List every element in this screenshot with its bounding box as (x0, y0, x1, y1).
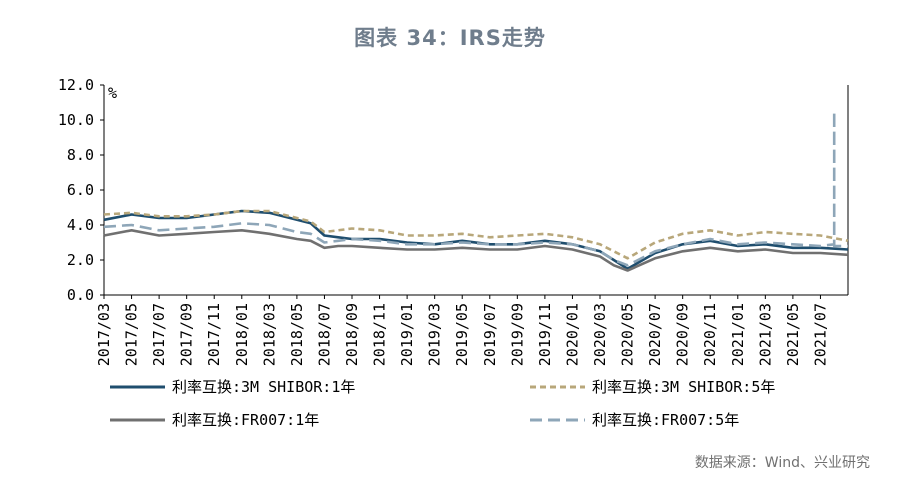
x-tick-label: 2018/09 (343, 303, 361, 366)
series-lines (103, 110, 849, 272)
x-tick-label: 2021/07 (811, 303, 829, 366)
x-tick-label: 2018/07 (315, 303, 333, 366)
x-tick-label: 2019/03 (426, 303, 444, 366)
x-tick-label: 2021/01 (729, 303, 747, 366)
series-line-2 (103, 209, 849, 260)
x-tick-label: 2020/03 (591, 303, 609, 366)
x-tick-label: 2021/05 (784, 303, 802, 366)
x-tick-label: 2021/03 (756, 303, 774, 366)
y-tick-label: 2.0 (67, 251, 94, 269)
y-unit-label: % (108, 84, 117, 102)
legend-label-2: 利率互换:3M SHIBOR:5年 (592, 378, 775, 396)
x-tick-label: 2019/01 (398, 303, 416, 366)
y-tick-label: 0.0 (67, 286, 94, 304)
axes (100, 84, 849, 299)
series-line-1 (103, 209, 849, 271)
y-tick-label: 4.0 (67, 216, 94, 234)
x-tick-label: 2017/05 (123, 303, 141, 366)
x-tick-label: 2020/07 (646, 303, 664, 366)
chart-title: 图表 34：IRS走势 (354, 26, 546, 50)
x-tick-labels: 2017/03 2017/05 2017/07 2017/09 2017/11 2018/… (95, 303, 829, 366)
series-line-3 (103, 229, 849, 272)
x-tick-label: 2017/03 (95, 303, 113, 366)
y-tick-label: 6.0 (67, 181, 94, 199)
y-tick-labels: 0.0 2.0 4.0 6.0 8.0 10.0 12.0% (58, 76, 117, 304)
x-tick-label: 2018/05 (288, 303, 306, 366)
series-line-4 (103, 110, 848, 267)
x-tick-label: 2017/09 (178, 303, 196, 366)
x-tick-label: 2019/07 (481, 303, 499, 366)
x-tick-label: 2019/11 (536, 303, 554, 366)
x-tick-label: 2017/07 (150, 303, 168, 366)
legend-label-1: 利率互换:3M SHIBOR:1年 (172, 378, 355, 396)
legend: 利率互换:3M SHIBOR:1年 利率互换:3M SHIBOR:5年利率互换:F… (110, 378, 775, 429)
x-tick-label: 2019/05 (453, 303, 471, 366)
legend-label-3: 利率互换:FR007:1年 (172, 411, 319, 429)
x-tick-label: 2017/11 (205, 303, 223, 366)
x-tick-label: 2020/01 (563, 303, 581, 366)
x-tick-label: 2020/11 (701, 303, 719, 366)
x-tick-label: 2018/11 (371, 303, 389, 366)
x-tick-label: 2019/09 (508, 303, 526, 366)
legend-label-4: 利率互换:FR007:5年 (592, 411, 739, 429)
x-tick-label: 2020/09 (674, 303, 692, 366)
source-note: 数据来源：Wind、兴业研究 (694, 455, 870, 471)
x-tick-label: 2020/05 (619, 303, 637, 366)
y-tick-label: 12.0 (58, 76, 94, 94)
y-tick-label: 10.0 (58, 111, 94, 129)
y-tick-label: 8.0 (67, 146, 94, 164)
x-tick-label: 2018/03 (260, 303, 278, 366)
x-tick-label: 2018/01 (233, 303, 251, 366)
